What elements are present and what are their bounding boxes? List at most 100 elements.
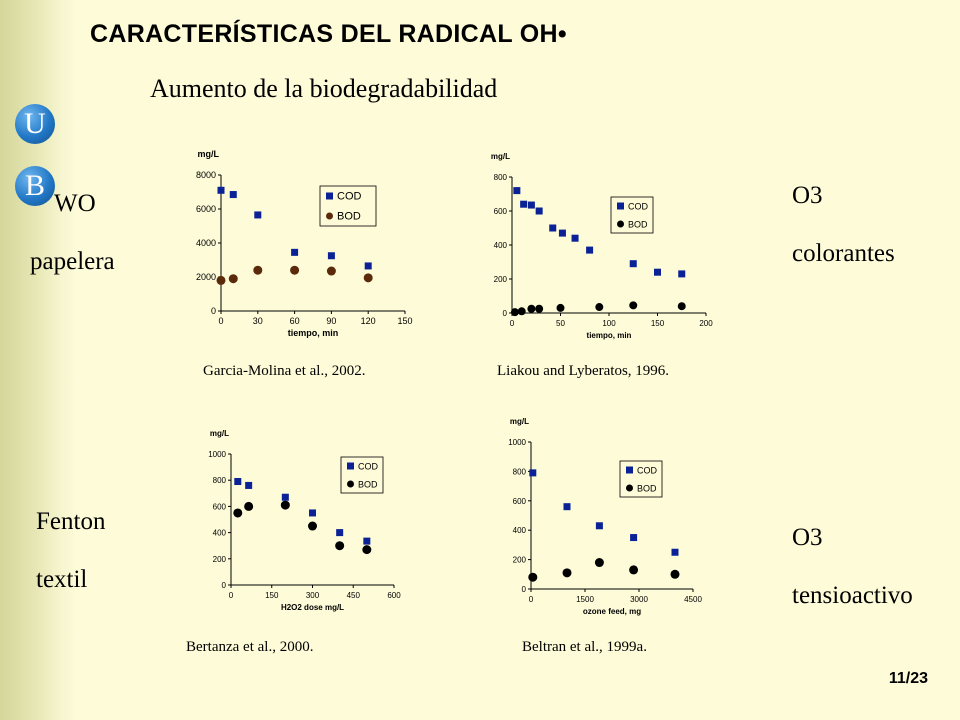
cod-point [529,469,537,477]
bod-point [308,521,317,531]
cod-point [520,200,528,208]
logo-u-icon: U [15,104,55,144]
x-tick-label: 0 [529,595,534,604]
cod-point [586,246,594,254]
slide-subtitle: Aumento de la biodegradabilidad [150,74,498,103]
x-tick-label: 450 [347,591,361,600]
bod-point [562,568,572,578]
chart-source-1: Garcia-Molina et al., 2002. [203,363,366,379]
legend-label: COD [358,462,379,472]
cod-point [364,262,372,270]
y-tick-label: 400 [213,529,227,538]
y-tick-label: 8000 [196,170,216,180]
legend-cod-marker [626,466,633,474]
y-tick-label: 0 [211,306,216,316]
cod-point [671,548,679,556]
x-tick-label: 0 [510,319,515,328]
bod-point [290,265,300,275]
legend-label: BOD [337,211,361,223]
legend-label: COD [637,466,658,476]
cod-point [281,493,289,501]
x-axis-label: H2O2 dose mg/L [281,603,344,612]
cod-point [245,481,253,489]
bod-point [253,265,263,275]
label-wo: WO [54,190,96,217]
y-tick-label: 400 [494,241,508,250]
cod-point [571,234,579,242]
cod-point [234,478,242,486]
cod-point [595,522,603,530]
cod-point [513,187,521,195]
x-tick-label: 0 [229,591,234,600]
y-tick-label: 200 [494,275,508,284]
cod-point [549,224,557,232]
legend-cod-marker [347,462,354,470]
bod-point [677,302,686,311]
legend-label: BOD [358,480,378,490]
bod-point [362,545,372,555]
legend-box [610,196,654,234]
label-textil: textil [36,566,88,593]
x-tick-label: 300 [306,591,320,600]
legend-label: BOD [628,220,648,230]
legend-bod-marker [326,212,333,220]
x-tick-label: 1500 [576,595,594,604]
cod-point [254,211,262,219]
legend-label: COD [337,191,362,203]
chart-source-3: Bertanza et al., 2000. [186,639,314,655]
bod-point [527,304,536,313]
x-tick-label: 120 [361,316,376,326]
cod-point [630,534,638,542]
label-colorantes: colorantes [792,240,895,267]
bod-point [326,266,336,276]
x-tick-label: 0 [218,316,223,326]
logo-b-icon: B [15,166,55,206]
cod-point [535,207,543,215]
cod-point [527,201,535,209]
y-tick-label: 800 [513,467,527,476]
chart-source-4: Beltran et al., 1999a. [522,639,647,655]
y-tick-label: 600 [213,502,227,511]
legend-bod-marker [347,480,354,488]
legend-label: BOD [637,484,657,494]
x-tick-label: 600 [387,591,401,600]
chart-2: 0 50 100 150 200 0 200 400 600 800 mg/L tiempo, min… [491,152,713,340]
y-tick-label: 200 [513,556,527,565]
cod-point [563,503,571,511]
label-papelera: papelera [30,248,115,275]
cod-point [558,229,566,237]
y-tick-label: 0 [522,585,527,594]
bod-point [594,558,604,568]
bod-point [233,508,243,518]
x-tick-label: 50 [556,319,565,328]
x-tick-label: 200 [699,319,713,328]
legend-label: COD [628,202,649,212]
y-axis-label: mg/L [491,152,510,161]
label-fenton: Fenton [36,508,106,535]
bod-point [363,273,373,283]
y-tick-label: 0 [222,581,227,590]
slide-title: CARACTERÍSTICAS DEL RADICAL OH• [90,20,567,48]
y-tick-label: 4000 [196,238,216,248]
bod-point [556,303,565,312]
label-tensioactivo: tensioactivo [792,582,913,609]
bod-point [244,501,254,511]
legend-box [619,460,663,498]
y-axis-label: mg/L [510,417,529,426]
y-tick-label: 800 [213,476,227,485]
legend-box [340,456,384,494]
y-tick-label: 800 [494,173,508,182]
cod-point [629,260,637,268]
x-axis-label: ozone feed, mg [583,607,641,616]
y-tick-label: 600 [513,497,527,506]
y-tick-label: 200 [213,555,227,564]
bod-point [228,274,238,284]
legend-cod-marker [326,192,333,200]
label-o3-colorantes-title: O3 [792,182,823,209]
chart-source-2: Liakou and Lyberatos, 1996. [497,363,670,379]
cod-point [309,509,316,517]
cod-point [654,268,661,276]
legend-box [319,185,377,227]
label-o3-tensioactivo-title: O3 [792,524,823,551]
